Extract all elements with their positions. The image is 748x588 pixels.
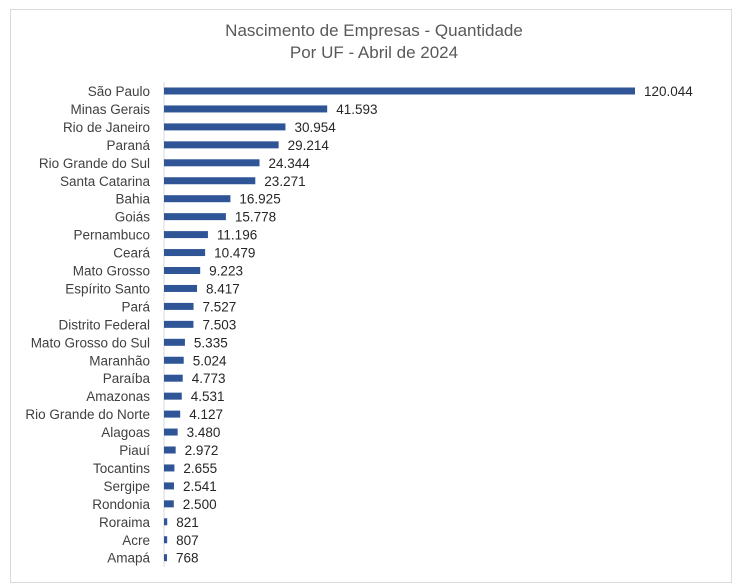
value-label: 7.503 bbox=[202, 317, 236, 332]
value-label: 3.480 bbox=[187, 425, 221, 440]
category-label: São Paulo bbox=[88, 84, 150, 99]
bar bbox=[164, 195, 231, 203]
category-label: Santa Catarina bbox=[60, 174, 151, 189]
value-label: 30.954 bbox=[294, 120, 336, 135]
bar bbox=[164, 231, 208, 239]
category-label: Rio Grande do Norte bbox=[25, 407, 150, 422]
value-label: 15.778 bbox=[235, 210, 276, 225]
bar bbox=[164, 374, 183, 382]
chart-title: Nascimento de Empresas - Quantidade bbox=[225, 21, 523, 40]
category-label: Rondonia bbox=[92, 497, 150, 512]
value-label: 10.479 bbox=[214, 246, 255, 261]
category-label: Bahia bbox=[115, 192, 150, 207]
bar bbox=[164, 267, 201, 274]
category-label: Paraná bbox=[106, 138, 150, 153]
category-label: Sergipe bbox=[103, 479, 150, 494]
category-label: Maranhão bbox=[89, 353, 150, 368]
value-label: 4.127 bbox=[189, 407, 223, 422]
category-label: Ceará bbox=[113, 246, 150, 261]
value-label: 2.972 bbox=[185, 443, 219, 458]
category-label: Alagoas bbox=[101, 425, 150, 440]
bars-group: São Paulo 120.044 Minas Gerais 41.593 Rio de… bbox=[25, 84, 693, 566]
bar bbox=[164, 320, 194, 328]
value-label: 8.417 bbox=[206, 281, 240, 296]
bar bbox=[164, 177, 256, 185]
category-label: Rio de Janeiro bbox=[63, 120, 150, 135]
value-label: 41.593 bbox=[336, 102, 377, 117]
value-label: 29.214 bbox=[288, 138, 330, 153]
bar bbox=[164, 302, 194, 310]
value-label: 11.196 bbox=[217, 228, 257, 243]
bar bbox=[164, 141, 279, 149]
bar bbox=[164, 464, 175, 472]
bar bbox=[164, 249, 206, 257]
bar bbox=[164, 213, 226, 221]
bar bbox=[164, 554, 168, 562]
bar bbox=[164, 284, 198, 292]
value-label: 2.655 bbox=[183, 461, 217, 476]
bar bbox=[164, 482, 174, 490]
category-label: Goiás bbox=[115, 210, 151, 225]
chart-subtitle: Por UF - Abril de 2024 bbox=[289, 43, 459, 62]
value-label: 807 bbox=[176, 533, 199, 548]
value-label: 7.527 bbox=[203, 299, 237, 314]
value-label: 4.773 bbox=[192, 371, 226, 386]
value-label: 2.500 bbox=[183, 497, 217, 512]
value-label: 16.925 bbox=[239, 192, 280, 207]
category-label: Paraíba bbox=[103, 371, 151, 386]
bar bbox=[164, 446, 176, 454]
value-label: 5.335 bbox=[194, 335, 228, 350]
bar bbox=[164, 123, 286, 131]
category-label: Rio Grande do Sul bbox=[39, 156, 150, 171]
bar bbox=[164, 159, 260, 167]
category-label: Pará bbox=[121, 299, 150, 314]
value-label: 9.223 bbox=[209, 264, 243, 279]
bar bbox=[164, 338, 185, 346]
category-label: Tocantins bbox=[93, 461, 150, 476]
value-label: 4.531 bbox=[191, 389, 225, 404]
bar bbox=[164, 356, 184, 364]
category-label: Acre bbox=[122, 533, 150, 548]
bar bbox=[164, 87, 635, 95]
category-label: Roraima bbox=[99, 515, 151, 530]
value-label: 5.024 bbox=[193, 353, 227, 368]
value-label: 23.271 bbox=[264, 174, 305, 189]
category-label: Mato Grosso bbox=[73, 264, 150, 279]
value-label: 768 bbox=[176, 551, 199, 566]
bar bbox=[164, 428, 178, 436]
category-label: Pernambuco bbox=[73, 228, 150, 243]
bar bbox=[164, 392, 182, 400]
category-label: Espírito Santo bbox=[65, 281, 150, 296]
category-label: Minas Gerais bbox=[70, 102, 150, 117]
bar bbox=[164, 105, 328, 113]
category-label: Distrito Federal bbox=[58, 317, 150, 332]
category-label: Amapá bbox=[107, 551, 150, 566]
chart-area bbox=[10, 9, 732, 583]
category-label: Piauí bbox=[119, 443, 150, 458]
value-label: 821 bbox=[176, 515, 199, 530]
category-label: Mato Grosso do Sul bbox=[31, 335, 150, 350]
value-label: 2.541 bbox=[183, 479, 217, 494]
value-label: 120.044 bbox=[644, 84, 693, 99]
bar bbox=[164, 536, 168, 544]
bar bbox=[164, 410, 181, 418]
bar bbox=[164, 500, 174, 508]
bar bbox=[164, 518, 168, 526]
category-label: Amazonas bbox=[86, 389, 150, 404]
value-label: 24.344 bbox=[269, 156, 311, 171]
